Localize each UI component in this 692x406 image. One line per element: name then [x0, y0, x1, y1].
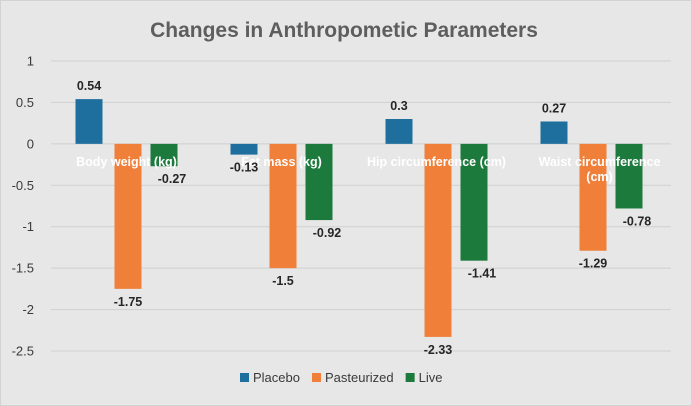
- legend-label-placebo: Placebo: [253, 370, 300, 385]
- category-label-line: Hip circumference (cm): [367, 155, 506, 169]
- bar-placebo-2: [385, 119, 413, 144]
- category-label: Waist circumference(cm): [539, 155, 661, 184]
- data-label: -0.13: [230, 161, 259, 175]
- bar-placebo-3: [540, 121, 568, 144]
- category-label: Body weight (kg): [76, 155, 177, 169]
- legend-swatch-pasteurized: [311, 373, 321, 382]
- legend-label-live: Live: [419, 370, 443, 385]
- data-label: 0.54: [77, 79, 101, 93]
- bars: [75, 99, 643, 337]
- category-label-line: Body weight (kg): [76, 155, 177, 169]
- y-tick-label: 1: [27, 54, 34, 69]
- category-labels: Body weight (kg) Fat mass (kg) Hip circumf…: [76, 155, 660, 184]
- y-tick-label: -0.5: [12, 178, 34, 193]
- bar-pasteurized-0: [114, 143, 142, 289]
- y-tick-label: 0: [27, 136, 34, 151]
- data-label: -0.92: [313, 226, 342, 240]
- bar-placebo-0: [75, 99, 103, 144]
- bar-placebo-1: [230, 143, 258, 155]
- category-label: Hip circumference (cm): [367, 155, 506, 169]
- bar-live-3: [615, 143, 643, 209]
- y-tick-label: 0.5: [16, 95, 34, 110]
- y-tick-label: -1: [22, 219, 34, 234]
- category-label: Fat mass (kg): [241, 155, 322, 169]
- category-label-line: (cm): [586, 170, 612, 184]
- data-label: -1.29: [579, 257, 608, 271]
- data-label: -0.27: [158, 172, 187, 186]
- data-label: -1.5: [272, 274, 294, 288]
- bar-pasteurized-3: [579, 143, 607, 251]
- category-label-line: Fat mass (kg): [241, 155, 322, 169]
- data-label: -2.33: [424, 343, 453, 357]
- y-axis: 1 0.5 0 -0.5 -1 -1.5 -2 -2.5: [12, 54, 34, 359]
- data-label: -1.41: [468, 267, 497, 281]
- chart-title: Changes in Anthropometic Parameters: [150, 19, 538, 42]
- bar-live-0: [150, 143, 178, 167]
- data-label: 0.27: [542, 101, 566, 115]
- y-tick-label: -1.5: [12, 261, 34, 276]
- y-tick-label: -2.5: [12, 344, 34, 359]
- grid-lines: [51, 60, 671, 352]
- legend: Placebo Pasteurized Live: [240, 370, 443, 385]
- bar-live-1: [305, 143, 333, 221]
- data-label: -0.78: [623, 214, 652, 228]
- legend-swatch-placebo: [240, 373, 249, 382]
- bar-live-2: [460, 143, 488, 261]
- category-label-line: Waist circumference: [539, 155, 661, 169]
- data-label: -1.75: [114, 295, 143, 309]
- bar-pasteurized-2: [424, 143, 452, 337]
- data-label: 0.3: [390, 99, 407, 113]
- bar-pasteurized-1: [269, 143, 297, 269]
- legend-label-pasteurized: Pasteurized: [325, 370, 394, 385]
- legend-swatch-live: [405, 373, 415, 382]
- y-tick-label: -2: [22, 302, 34, 317]
- data-labels: 0.54 -1.75 -0.27 -0.13 -1.5 -0.92 0.3 -2.33 -1.4…: [77, 79, 651, 357]
